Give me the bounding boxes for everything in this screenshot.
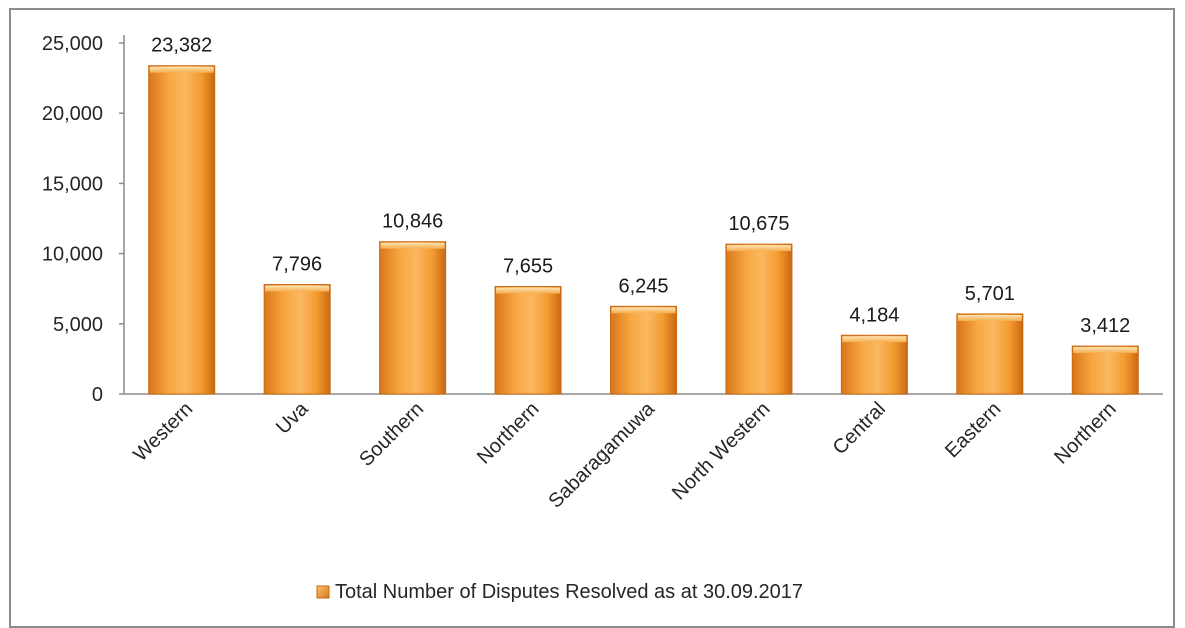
- bar-9: [1071, 345, 1139, 395]
- legend-swatch: [316, 585, 330, 599]
- bar-1: [148, 65, 216, 395]
- data-labels: 23,382 Western 7,796 Uva 10,846 Southern 7,655…: [129, 35, 1130, 513]
- data-label: 4,184: [849, 304, 899, 326]
- x-tick-label: Northern: [1050, 398, 1121, 469]
- bars: [148, 65, 1139, 395]
- bar-cap-3: [380, 242, 445, 249]
- x-tick-label: Sabaragamuwa: [544, 397, 659, 512]
- x-tick-label: Southern: [355, 398, 428, 471]
- y-tick-label: 25,000: [42, 33, 103, 55]
- data-label: 7,655: [503, 256, 553, 278]
- bar-cap-7: [842, 336, 907, 343]
- bar-cap-5: [611, 307, 676, 314]
- data-label: 3,412: [1080, 315, 1130, 337]
- bar-cap-6: [726, 245, 791, 252]
- y-tick-label: 20,000: [42, 103, 103, 125]
- x-tick-label: Western: [129, 398, 197, 466]
- bar-cap-9: [1073, 347, 1138, 354]
- data-label: 5,701: [965, 283, 1015, 305]
- bar-cap-1: [149, 66, 214, 73]
- legend: Total Number of Disputes Resolved as at …: [316, 581, 803, 603]
- bar-6: [725, 243, 793, 395]
- y-tick-label: 15,000: [42, 173, 103, 195]
- x-tick-label: Central: [829, 398, 890, 459]
- bar-8: [956, 313, 1024, 395]
- data-label: 7,796: [272, 254, 322, 276]
- bar-7: [840, 334, 908, 395]
- data-label: 23,382: [151, 35, 212, 57]
- x-tick-label: Uva: [272, 397, 313, 438]
- x-tick-label: North Western: [668, 398, 774, 504]
- x-tick-label: Northern: [473, 398, 544, 469]
- bar-cap-2: [265, 285, 330, 292]
- bar-2: [263, 284, 331, 395]
- x-tick-label: Eastern: [941, 398, 1005, 462]
- bar-3: [379, 241, 447, 395]
- y-tick-label: 5,000: [53, 314, 103, 336]
- bar-cap-4: [496, 287, 561, 294]
- y-tick-label: 10,000: [42, 244, 103, 266]
- data-label: 10,846: [382, 211, 443, 233]
- data-label: 10,675: [728, 213, 789, 235]
- bar-4: [494, 286, 562, 395]
- y-tick-label: 0: [92, 384, 103, 406]
- bar-5: [610, 305, 677, 395]
- bar-cap-8: [957, 314, 1022, 321]
- data-label: 6,245: [618, 275, 668, 297]
- legend-label: Total Number of Disputes Resolved as at …: [335, 581, 803, 603]
